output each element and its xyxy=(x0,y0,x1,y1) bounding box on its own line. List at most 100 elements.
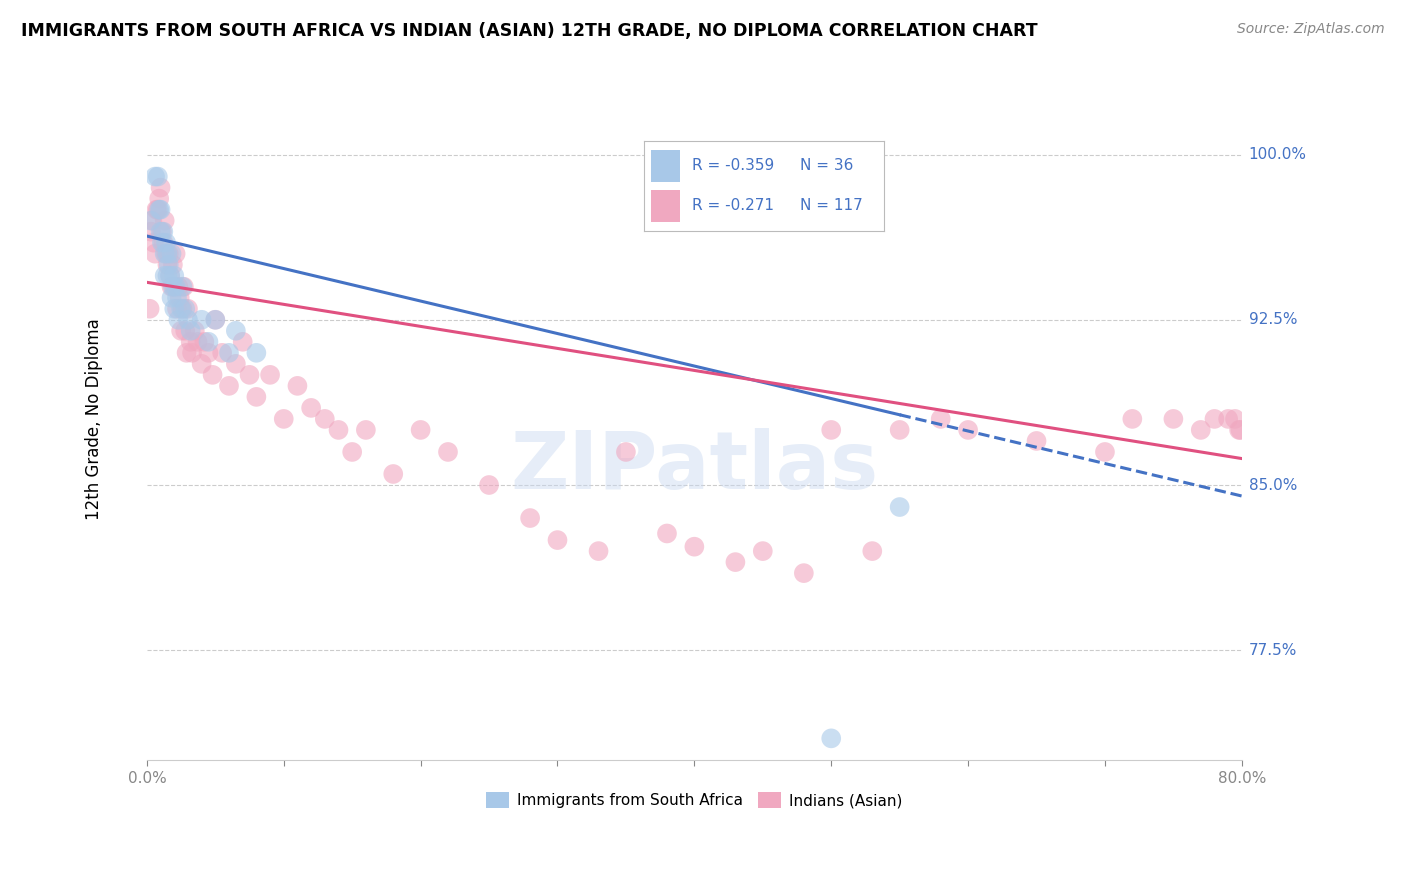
Point xyxy=(141,213,163,227)
Point xyxy=(165,279,187,293)
Point xyxy=(155,235,177,250)
Point xyxy=(149,180,172,194)
Point xyxy=(153,268,176,283)
Text: N = 117: N = 117 xyxy=(800,198,863,213)
Point xyxy=(340,445,363,459)
Point xyxy=(169,291,191,305)
Point xyxy=(354,423,377,437)
Point xyxy=(1227,423,1250,437)
Point xyxy=(190,312,212,326)
Point xyxy=(820,731,842,746)
Text: 12th Grade, No Diploma: 12th Grade, No Diploma xyxy=(86,318,103,520)
Point xyxy=(160,246,183,260)
Point xyxy=(174,324,197,338)
Point xyxy=(273,412,295,426)
Point xyxy=(167,279,190,293)
Point xyxy=(150,225,173,239)
Text: R = -0.271: R = -0.271 xyxy=(692,198,775,213)
Point xyxy=(409,423,432,437)
Point xyxy=(159,268,181,283)
Point xyxy=(177,301,200,316)
Point xyxy=(165,246,187,260)
Point xyxy=(201,368,224,382)
Point xyxy=(156,268,179,283)
Point xyxy=(478,478,501,492)
Text: R = -0.359: R = -0.359 xyxy=(692,158,775,173)
Point xyxy=(166,291,188,305)
Point xyxy=(148,192,170,206)
Point xyxy=(314,412,336,426)
Point xyxy=(211,346,233,360)
Text: N = 36: N = 36 xyxy=(800,158,853,173)
Text: 100.0%: 100.0% xyxy=(1249,147,1306,162)
Point xyxy=(238,368,260,382)
Text: 85.0%: 85.0% xyxy=(1249,477,1298,492)
Point xyxy=(1094,445,1116,459)
Point xyxy=(259,368,281,382)
Point xyxy=(382,467,405,481)
Point xyxy=(225,357,247,371)
Point xyxy=(152,225,174,239)
Point xyxy=(588,544,610,558)
Point xyxy=(204,312,226,326)
Bar xyxy=(651,151,681,182)
Point xyxy=(519,511,541,525)
Point xyxy=(173,279,195,293)
Point xyxy=(146,202,169,217)
Point xyxy=(752,544,775,558)
Point xyxy=(146,169,169,184)
Point xyxy=(162,279,184,293)
Point xyxy=(1163,412,1185,426)
Point xyxy=(152,235,174,250)
Point xyxy=(167,312,190,326)
Point xyxy=(159,268,181,283)
Point xyxy=(157,246,180,260)
Text: IMMIGRANTS FROM SOUTH AFRICA VS INDIAN (ASIAN) 12TH GRADE, NO DIPLOMA CORRELATIO: IMMIGRANTS FROM SOUTH AFRICA VS INDIAN (… xyxy=(21,22,1038,40)
Point xyxy=(232,334,254,349)
Point xyxy=(889,423,911,437)
Point xyxy=(170,301,193,316)
Point xyxy=(163,268,186,283)
Point xyxy=(153,213,176,227)
Text: ZIPatlas: ZIPatlas xyxy=(510,428,879,506)
Point xyxy=(145,202,167,217)
Point xyxy=(957,423,980,437)
Point xyxy=(160,279,183,293)
Bar xyxy=(651,191,681,222)
Point xyxy=(683,540,706,554)
Point xyxy=(156,246,179,260)
Point xyxy=(929,412,952,426)
Point xyxy=(149,202,172,217)
Point xyxy=(793,566,815,581)
Point xyxy=(197,346,219,360)
Point xyxy=(1025,434,1047,448)
Point xyxy=(163,279,186,293)
Point xyxy=(148,202,170,217)
Point xyxy=(157,258,180,272)
Point xyxy=(245,390,267,404)
Point xyxy=(225,324,247,338)
Point xyxy=(245,346,267,360)
Point xyxy=(724,555,747,569)
Point xyxy=(197,334,219,349)
Point xyxy=(176,346,198,360)
Point xyxy=(1218,412,1240,426)
Text: 92.5%: 92.5% xyxy=(1249,312,1298,327)
Point xyxy=(162,258,184,272)
Point xyxy=(160,291,183,305)
Point xyxy=(204,312,226,326)
Point xyxy=(889,500,911,514)
Point xyxy=(1229,423,1251,437)
Point xyxy=(149,225,172,239)
Point xyxy=(156,258,179,272)
Point xyxy=(139,225,162,239)
Point xyxy=(1204,412,1226,426)
Point xyxy=(437,445,460,459)
Point xyxy=(143,169,166,184)
Point xyxy=(155,246,177,260)
Point xyxy=(166,301,188,316)
Point xyxy=(299,401,322,415)
Point xyxy=(287,379,309,393)
Point xyxy=(143,246,166,260)
Point xyxy=(1189,423,1212,437)
